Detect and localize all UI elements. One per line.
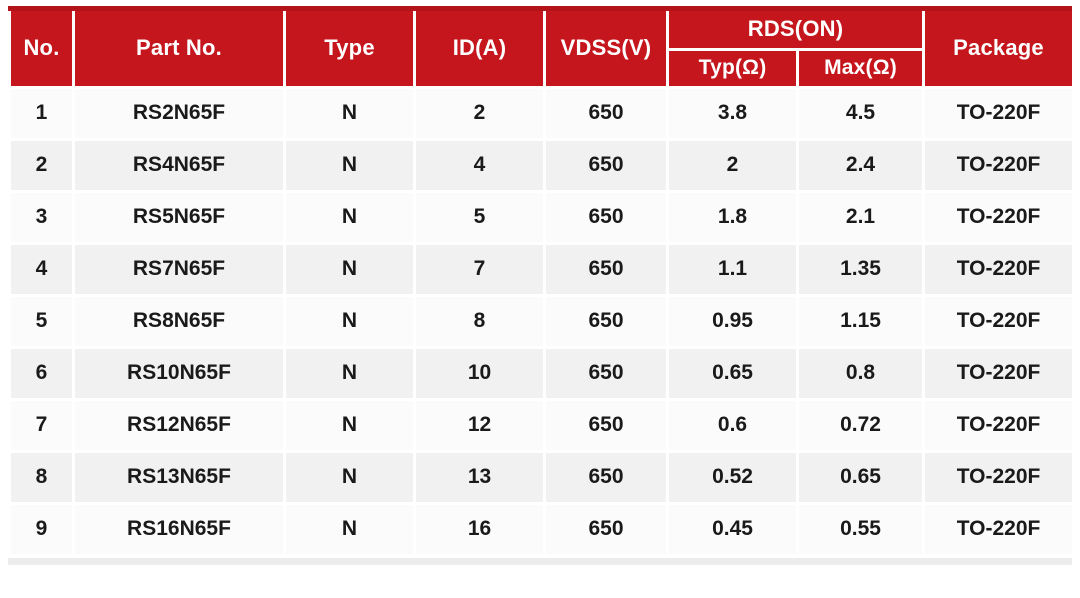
cell-vdss: 650 [543,85,669,141]
cell-id: 2 [413,85,546,141]
cell-no: 9 [8,501,75,557]
cell-vdss: 650 [543,397,669,453]
cell-rds-typ: 0.45 [666,501,799,557]
parts-spec-table: No. Part No. Type ID(A) VDSS(V) RDS(ON) … [8,6,1076,565]
cell-type: N [283,137,416,193]
cell-rds-max: 0.65 [795,449,926,505]
cell-type: N [283,345,416,401]
cell-rds-typ: 1.8 [666,189,799,245]
cell-id: 4 [413,137,546,193]
cell-part-no: RS8N65F [72,293,286,349]
header-row-main: No. Part No. Type ID(A) VDSS(V) RDS(ON) … [8,11,1076,89]
cell-id: 12 [413,397,546,453]
col-header-part-no: Part No. [72,11,286,89]
table-top-accent-bar [8,6,1072,11]
cell-no: 8 [8,449,75,505]
cell-vdss: 650 [543,189,669,245]
table-bottom-strip [8,557,1072,565]
header-row-sub: Typ(Ω) Max(Ω) [10,47,1074,89]
cell-rds-max: 1.15 [795,293,926,349]
cell-package: TO-220F [922,293,1076,349]
parts-table: No. Part No. Type ID(A) VDSS(V) RDS(ON) … [8,11,1076,557]
cell-package: TO-220F [922,241,1076,297]
cell-type: N [283,501,416,557]
cell-rds-typ: 3.8 [666,85,799,141]
cell-vdss: 650 [543,241,669,297]
cell-type: N [283,85,416,141]
cell-no: 3 [8,189,75,245]
cell-type: N [283,293,416,349]
cell-rds-max: 0.72 [795,397,926,453]
cell-rds-typ: 0.6 [666,397,799,453]
cell-part-no: RS2N65F [72,85,286,141]
cell-no: 6 [8,345,75,401]
cell-id: 16 [413,501,546,557]
col-header-package: Package [922,11,1076,89]
cell-no: 7 [8,397,75,453]
cell-type: N [283,397,416,453]
cell-rds-max: 0.55 [795,501,926,557]
table-row: 6 RS10N65F N 10 650 0.65 0.8 TO-220F [8,345,1076,401]
cell-vdss: 650 [543,449,669,505]
cell-package: TO-220F [922,501,1076,557]
col-header-rds-max: Max(Ω) [795,47,926,89]
cell-package: TO-220F [922,137,1076,193]
cell-id: 5 [413,189,546,245]
cell-rds-max: 2.1 [795,189,926,245]
table-row: 2 RS4N65F N 4 650 2 2.4 TO-220F [8,137,1076,193]
cell-rds-max: 0.8 [795,345,926,401]
cell-id: 8 [413,293,546,349]
cell-rds-typ: 0.95 [666,293,799,349]
cell-rds-typ: 1.1 [666,241,799,297]
cell-id: 10 [413,345,546,401]
cell-id: 7 [413,241,546,297]
cell-vdss: 650 [543,501,669,557]
table-row: 8 RS13N65F N 13 650 0.52 0.65 TO-220F [8,449,1076,505]
table-row: 7 RS12N65F N 12 650 0.6 0.72 TO-220F [8,397,1076,453]
cell-package: TO-220F [922,189,1076,245]
cell-rds-max: 4.5 [795,85,926,141]
cell-package: TO-220F [922,345,1076,401]
cell-part-no: RS5N65F [72,189,286,245]
cell-no: 5 [8,293,75,349]
col-header-type: Type [283,11,416,89]
cell-part-no: RS7N65F [72,241,286,297]
cell-package: TO-220F [922,85,1076,141]
cell-vdss: 650 [543,345,669,401]
cell-part-no: RS13N65F [72,449,286,505]
cell-type: N [283,189,416,245]
col-header-vdss: VDSS(V) [543,11,669,89]
table-header: No. Part No. Type ID(A) VDSS(V) RDS(ON) … [8,11,1076,89]
cell-rds-typ: 0.52 [666,449,799,505]
table-row: 9 RS16N65F N 16 650 0.45 0.55 TO-220F [8,501,1076,557]
cell-part-no: RS10N65F [72,345,286,401]
cell-package: TO-220F [922,449,1076,505]
col-header-rds-on: RDS(ON) [665,11,926,51]
cell-vdss: 650 [543,293,669,349]
cell-no: 1 [8,85,75,141]
cell-no: 4 [8,241,75,297]
cell-rds-max: 2.4 [795,137,926,193]
table-body: 1 RS2N65F N 2 650 3.8 4.5 TO-220F 2 RS4N65F N 4 650 2… [8,85,1076,557]
cell-part-no: RS12N65F [72,397,286,453]
cell-type: N [283,241,416,297]
cell-package: TO-220F [922,397,1076,453]
cell-rds-typ: 2 [666,137,799,193]
cell-rds-max: 1.35 [795,241,926,297]
cell-part-no: RS16N65F [72,501,286,557]
col-header-no: No. [8,11,75,89]
cell-no: 2 [8,137,75,193]
col-header-rds-typ: Typ(Ω) [666,47,799,89]
cell-rds-typ: 0.65 [666,345,799,401]
table-row: 5 RS8N65F N 8 650 0.95 1.15 TO-220F [8,293,1076,349]
table-row: 3 RS5N65F N 5 650 1.8 2.1 TO-220F [8,189,1076,245]
table-row: 1 RS2N65F N 2 650 3.8 4.5 TO-220F [8,85,1076,141]
cell-id: 13 [413,449,546,505]
col-header-id: ID(A) [413,11,546,89]
cell-vdss: 650 [543,137,669,193]
cell-part-no: RS4N65F [72,137,286,193]
cell-type: N [283,449,416,505]
table-row: 4 RS7N65F N 7 650 1.1 1.35 TO-220F [8,241,1076,297]
